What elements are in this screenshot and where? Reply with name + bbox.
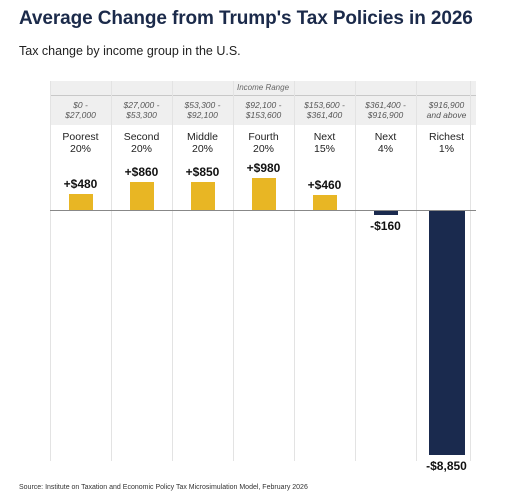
zero-baseline xyxy=(50,210,476,211)
income-range-rule xyxy=(50,95,476,96)
income-range-label: $361,400 - $916,900 xyxy=(357,100,415,120)
income-range-line: $27,000 - xyxy=(123,100,160,110)
column-separator xyxy=(355,81,356,461)
income-group-share: 20% xyxy=(252,143,274,155)
column-separator xyxy=(172,81,173,461)
income-group-label: Second 20% xyxy=(113,131,171,155)
income-group-name: Poorest xyxy=(62,131,99,143)
income-group-name: Next xyxy=(374,131,397,143)
income-range-band xyxy=(50,81,476,125)
income-group-share: 15% xyxy=(313,143,335,155)
value-label: +$480 xyxy=(63,177,98,192)
income-group-name: Next xyxy=(313,131,336,143)
bar xyxy=(251,178,276,210)
bar xyxy=(373,211,398,216)
column-separator xyxy=(416,81,417,461)
column-separator xyxy=(233,81,234,461)
income-range-line: $153,600 - xyxy=(304,100,345,110)
income-group-name: Middle xyxy=(187,131,218,143)
income-range-label: $27,000 - $53,300 xyxy=(113,100,171,120)
bar xyxy=(428,211,465,455)
income-range-line: and above xyxy=(426,110,467,120)
column-separator xyxy=(111,81,112,461)
income-group-label: Next 4% xyxy=(357,131,415,155)
income-range-line: $27,000 xyxy=(65,110,96,120)
income-group-label: Poorest 20% xyxy=(52,131,110,155)
income-range-label: $92,100 - $153,600 xyxy=(235,100,293,120)
income-range-line: $916,900 xyxy=(428,100,465,110)
income-group-label: Middle 20% xyxy=(174,131,232,155)
value-label: +$980 xyxy=(246,161,281,175)
income-group-label: Richest 1% xyxy=(418,131,476,155)
value-label: -$8,850 xyxy=(426,459,467,473)
value-label: -$160 xyxy=(370,219,401,234)
income-range-line: $92,100 xyxy=(187,110,218,120)
income-range-line: $92,100 - xyxy=(245,100,282,110)
bar xyxy=(129,181,154,210)
income-range-line: $916,900 xyxy=(367,110,404,120)
value-label: +$850 xyxy=(185,165,220,180)
income-group-name: Richest xyxy=(428,131,464,143)
income-group-name: Fourth xyxy=(248,131,279,143)
income-range-label: $153,600 - $361,400 xyxy=(296,100,354,120)
income-group-label: Next 15% xyxy=(296,131,354,155)
income-group-share: 20% xyxy=(69,143,91,155)
value-label: +$460 xyxy=(307,177,342,192)
income-group-share: 4% xyxy=(377,143,394,155)
income-range-label: $53,300 - $92,100 xyxy=(174,100,232,120)
bar xyxy=(312,194,337,210)
income-group-name: Second xyxy=(123,131,160,143)
bar xyxy=(190,182,215,210)
chart-title: Average Change from Trump's Tax Policies… xyxy=(19,8,473,29)
income-range-line: $153,600 xyxy=(245,110,282,120)
income-range-title: Income Range xyxy=(236,83,290,92)
income-range-line: $361,400 xyxy=(306,110,343,120)
income-range-label: $0 - $27,000 xyxy=(52,100,110,120)
column-separator xyxy=(294,81,295,461)
chart-subtitle: Tax change by income group in the U.S. xyxy=(19,44,241,58)
income-range-line: $53,300 xyxy=(126,110,157,120)
income-range-line: $53,300 - xyxy=(184,100,221,110)
income-range-label: $916,900 and above xyxy=(418,100,476,120)
column-separator xyxy=(50,81,51,461)
source-note: Source: Institute on Taxation and Econom… xyxy=(19,484,308,491)
income-group-share: 1% xyxy=(438,143,455,155)
income-range-line: $0 - xyxy=(73,100,88,110)
income-group-share: 20% xyxy=(130,143,152,155)
income-group-share: 20% xyxy=(191,143,213,155)
income-range-line: $361,400 - xyxy=(365,100,406,110)
column-separator xyxy=(470,81,471,461)
bar xyxy=(68,194,93,210)
income-group-label: Fourth 20% xyxy=(235,131,293,155)
value-label: +$860 xyxy=(124,164,159,179)
